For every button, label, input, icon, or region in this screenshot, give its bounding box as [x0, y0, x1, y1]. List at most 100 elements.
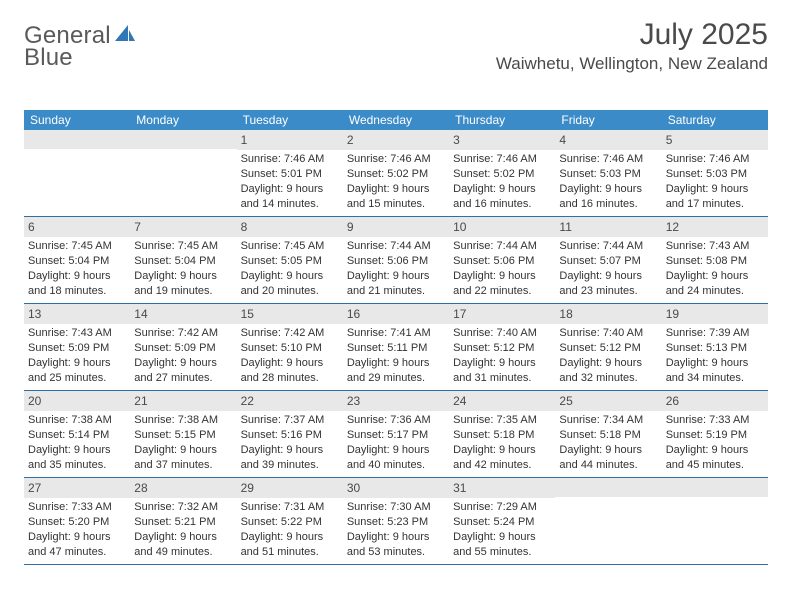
- sunrise-line: Sunrise: 7:44 AM: [347, 239, 445, 254]
- daylight-line-1: Daylight: 9 hours: [666, 356, 764, 371]
- month-title: July 2025: [496, 18, 768, 52]
- daylight-line-2: and 23 minutes.: [559, 284, 657, 299]
- daylight-line-2: and 22 minutes.: [453, 284, 551, 299]
- day-cell-18: 18Sunrise: 7:40 AMSunset: 5:12 PMDayligh…: [555, 304, 661, 390]
- day-cell-20: 20 Sunrise: 7:38 AMSunset: 5:14 PMDayligh…: [24, 391, 130, 477]
- daylight-line-1: Daylight: 9 hours: [134, 530, 232, 545]
- day-number: 26: [662, 391, 768, 411]
- day-number: 17: [449, 304, 555, 324]
- dow-sunday: Sunday: [24, 110, 130, 130]
- daylight-line-2: and 37 minutes.: [134, 458, 232, 473]
- daylight-line-1: Daylight: 9 hours: [347, 269, 445, 284]
- day-number: 14: [130, 304, 236, 324]
- sunrise-line: Sunrise: 7:44 AM: [453, 239, 551, 254]
- day-cell-24: 24Sunrise: 7:35 AMSunset: 5:18 PMDayligh…: [449, 391, 555, 477]
- calendar-grid: SundayMondayTuesdayWednesdayThursdayFrid…: [24, 110, 768, 565]
- daylight-line-2: and 35 minutes.: [28, 458, 126, 473]
- daylight-line-1: Daylight: 9 hours: [666, 182, 764, 197]
- day-number: 22: [237, 391, 343, 411]
- sunrise-line: Sunrise: 7:46 AM: [347, 152, 445, 167]
- sunrise-line: Sunrise: 7:43 AM: [28, 326, 126, 341]
- sunset-line: Sunset: 5:12 PM: [559, 341, 657, 356]
- sunrise-line: Sunrise: 7:46 AM: [559, 152, 657, 167]
- day-cell-16: 16Sunrise: 7:41 AMSunset: 5:11 PMDayligh…: [343, 304, 449, 390]
- day-number: 2: [343, 130, 449, 150]
- sunset-line: Sunset: 5:22 PM: [241, 515, 339, 530]
- day-number: 15: [237, 304, 343, 324]
- daylight-line-2: and 53 minutes.: [347, 545, 445, 560]
- daylight-line-1: Daylight: 9 hours: [241, 269, 339, 284]
- sunrise-line: Sunrise: 7:33 AM: [666, 413, 764, 428]
- sunset-line: Sunset: 5:10 PM: [241, 341, 339, 356]
- day-cell-28: 28Sunrise: 7:32 AMSunset: 5:21 PMDayligh…: [130, 478, 236, 564]
- day-number: 20: [24, 391, 130, 411]
- daylight-line-2: and 34 minutes.: [666, 371, 764, 386]
- day-number: 9: [343, 217, 449, 237]
- day-number: 10: [449, 217, 555, 237]
- sunrise-line: Sunrise: 7:37 AM: [241, 413, 339, 428]
- sunset-line: Sunset: 5:18 PM: [559, 428, 657, 443]
- sunset-line: Sunset: 5:06 PM: [453, 254, 551, 269]
- week-row: 20Sunrise: 7:38 AMSunset: 5:14 PMDayligh…: [24, 391, 768, 478]
- day-cell-empty: [555, 478, 661, 564]
- sunset-line: Sunset: 5:24 PM: [453, 515, 551, 530]
- sunrise-line: Sunrise: 7:45 AM: [134, 239, 232, 254]
- week-row: 13Sunrise: 7:43 AMSunset: 5:09 PMDayligh…: [24, 304, 768, 391]
- day-cell-empty: [130, 130, 236, 216]
- header-row: General July 2025 Waiwhetu, Wellington, …: [24, 18, 768, 74]
- dow-friday: Friday: [555, 110, 661, 130]
- logo-line2-wrap: Blue: [24, 44, 73, 72]
- daylight-line-1: Daylight: 9 hours: [28, 443, 126, 458]
- day-number: 31: [449, 478, 555, 498]
- day-number: 1: [237, 130, 343, 150]
- daylight-line-2: and 29 minutes.: [347, 371, 445, 386]
- sunset-line: Sunset: 5:04 PM: [134, 254, 232, 269]
- sunrise-line: Sunrise: 7:33 AM: [28, 500, 126, 515]
- day-cell-17: 17Sunrise: 7:40 AMSunset: 5:12 PMDayligh…: [449, 304, 555, 390]
- day-cell-2: 2Sunrise: 7:46 AMSunset: 5:02 PMDaylight…: [343, 130, 449, 216]
- day-number: 29: [237, 478, 343, 498]
- sunrise-line: Sunrise: 7:44 AM: [559, 239, 657, 254]
- daylight-line-1: Daylight: 9 hours: [241, 356, 339, 371]
- sunrise-line: Sunrise: 7:38 AM: [28, 413, 126, 428]
- sunset-line: Sunset: 5:14 PM: [28, 428, 126, 443]
- day-number: 12: [662, 217, 768, 237]
- daylight-line-2: and 40 minutes.: [347, 458, 445, 473]
- daylight-line-2: and 15 minutes.: [347, 197, 445, 212]
- day-number: [555, 478, 661, 497]
- sunset-line: Sunset: 5:01 PM: [241, 167, 339, 182]
- sunset-line: Sunset: 5:12 PM: [453, 341, 551, 356]
- sunset-line: Sunset: 5:20 PM: [28, 515, 126, 530]
- day-number: [130, 130, 236, 149]
- day-cell-29: 29Sunrise: 7:31 AMSunset: 5:22 PMDayligh…: [237, 478, 343, 564]
- day-number: 18: [555, 304, 661, 324]
- sunset-line: Sunset: 5:07 PM: [559, 254, 657, 269]
- sunset-line: Sunset: 5:17 PM: [347, 428, 445, 443]
- sunrise-line: Sunrise: 7:41 AM: [347, 326, 445, 341]
- day-number: 21: [130, 391, 236, 411]
- daylight-line-1: Daylight: 9 hours: [28, 356, 126, 371]
- daylight-line-1: Daylight: 9 hours: [559, 443, 657, 458]
- daylight-line-2: and 25 minutes.: [28, 371, 126, 386]
- sunrise-line: Sunrise: 7:45 AM: [28, 239, 126, 254]
- sunset-line: Sunset: 5:23 PM: [347, 515, 445, 530]
- daylight-line-2: and 28 minutes.: [241, 371, 339, 386]
- sunset-line: Sunset: 5:09 PM: [134, 341, 232, 356]
- day-cell-7: 7Sunrise: 7:45 AMSunset: 5:04 PMDaylight…: [130, 217, 236, 303]
- day-cell-31: 31Sunrise: 7:29 AMSunset: 5:24 PMDayligh…: [449, 478, 555, 564]
- day-number: 27: [24, 478, 130, 498]
- day-cell-19: 19Sunrise: 7:39 AMSunset: 5:13 PMDayligh…: [662, 304, 768, 390]
- daylight-line-2: and 18 minutes.: [28, 284, 126, 299]
- day-number: 7: [130, 217, 236, 237]
- day-number: 24: [449, 391, 555, 411]
- day-cell-4: 4Sunrise: 7:46 AMSunset: 5:03 PMDaylight…: [555, 130, 661, 216]
- week-row: 27 Sunrise: 7:33 AMSunset: 5:20 PM Dayligh…: [24, 478, 768, 565]
- sunrise-line: Sunrise: 7:42 AM: [241, 326, 339, 341]
- day-cell-25: 25Sunrise: 7:34 AMSunset: 5:18 PMDayligh…: [555, 391, 661, 477]
- daylight-line-1: Daylight: 9 hours: [241, 530, 339, 545]
- daylight-line-2: and 47 minutes.: [28, 545, 126, 560]
- daylight-line-2: and 19 minutes.: [134, 284, 232, 299]
- dow-tuesday: Tuesday: [237, 110, 343, 130]
- sunrise-line: Sunrise: 7:40 AM: [453, 326, 551, 341]
- sunrise-line: Sunrise: 7:43 AM: [666, 239, 764, 254]
